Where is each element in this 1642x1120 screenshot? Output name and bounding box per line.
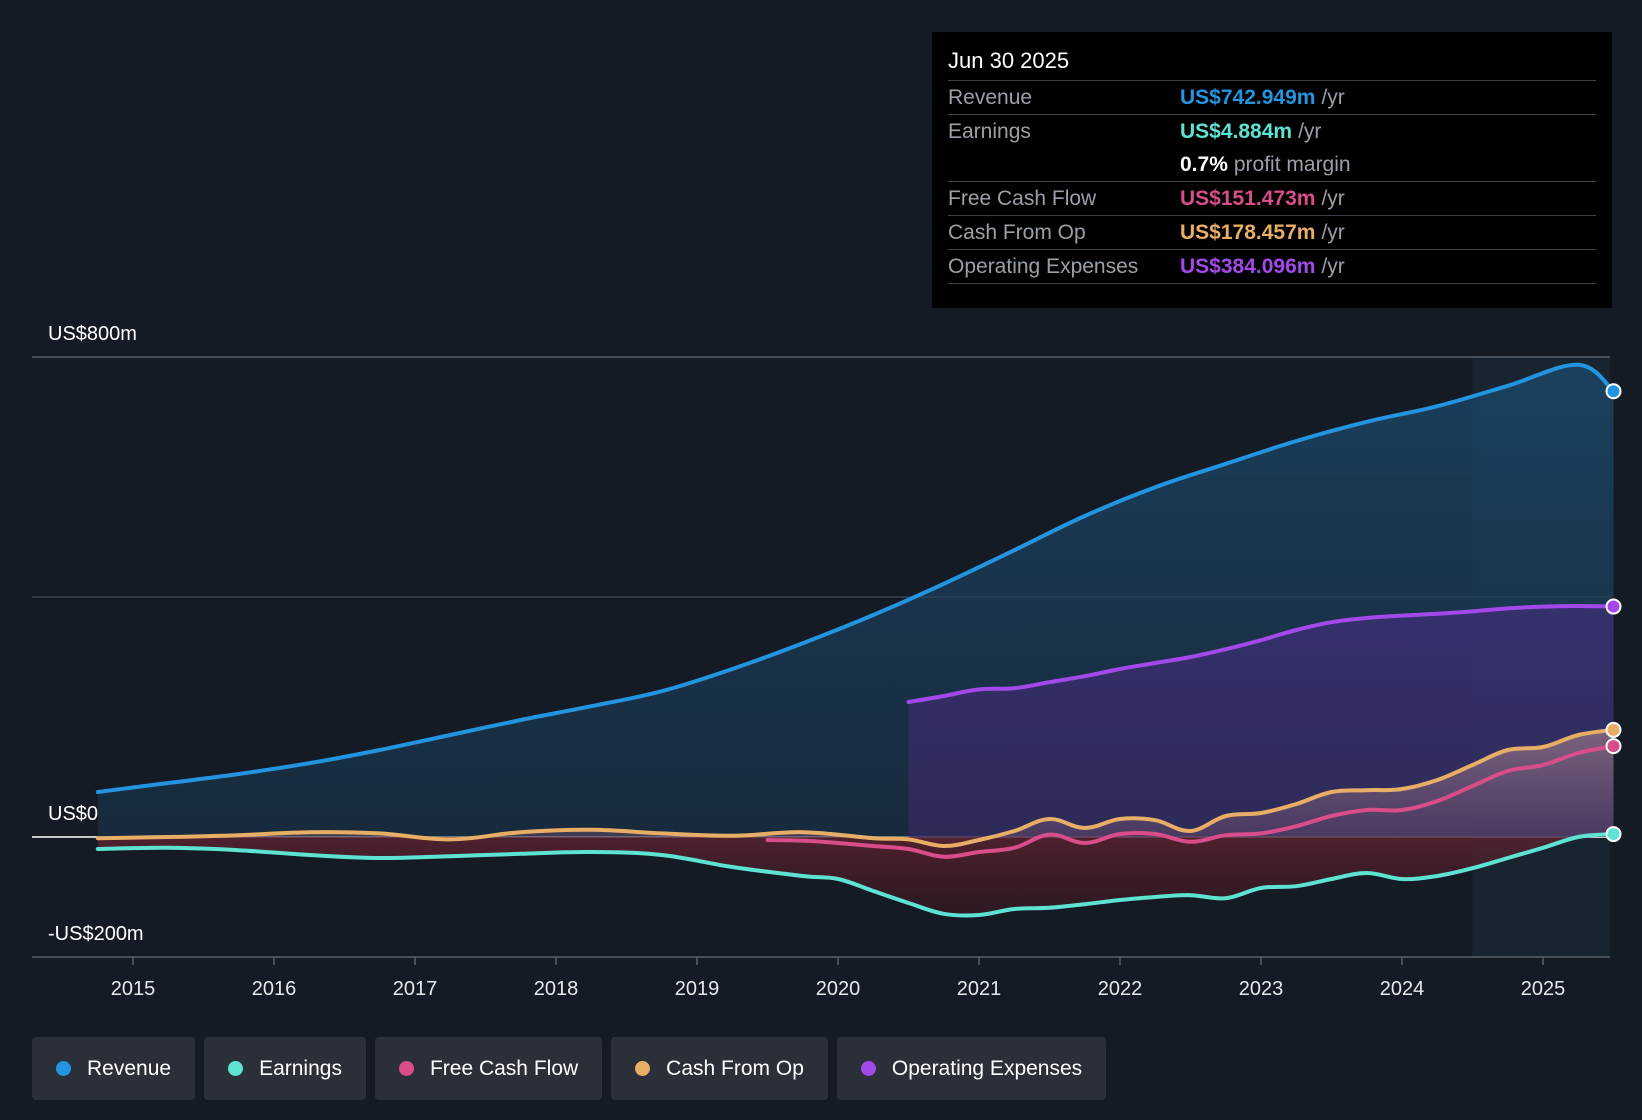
tooltip-row: Revenue US$742.949m/yr [948, 81, 1596, 115]
legend-label: Cash From Op [666, 1056, 804, 1080]
x-axis-label: 2024 [1380, 978, 1425, 1000]
tooltip-row: Earnings US$4.884m/yr [948, 115, 1596, 148]
tooltip-row-unit: /yr [1298, 120, 1322, 143]
series-line-free-cash-flow [765, 744, 1616, 859]
tooltip-row-label: Revenue [948, 86, 1033, 109]
tooltip-row-value: US$4.884m [1180, 120, 1293, 143]
tooltip-row-label: Free Cash Flow [948, 187, 1097, 210]
tooltip-row-unit: /yr [1321, 255, 1345, 278]
legend-item-free-cash-flow[interactable]: Free Cash Flow [374, 1037, 603, 1100]
y-axis-label: US$0 [48, 803, 98, 825]
end-marker-earnings [1605, 826, 1622, 843]
tooltip-row: 0.7% profit margin [948, 148, 1596, 182]
series-line-earnings [95, 832, 1616, 918]
legend: Revenue Earnings Free Cash Flow Cash From O… [32, 1037, 1107, 1100]
y-axis-label: US$800m [48, 323, 137, 345]
legend-item-earnings[interactable]: Earnings [204, 1037, 366, 1100]
area-cash-from-op [97, 729, 1614, 847]
tooltip-row-unit: profit margin [1233, 153, 1351, 176]
legend-label: Operating Expenses [891, 1056, 1083, 1080]
legend-label: Revenue [87, 1056, 172, 1080]
tooltip-row: Free Cash Flow US$151.473m/yr [948, 182, 1596, 216]
end-marker-revenue [1605, 383, 1622, 400]
legend-dot-icon [860, 1061, 876, 1076]
legend-item-operating-expenses[interactable]: Operating Expenses [836, 1037, 1107, 1100]
series-line-revenue [95, 362, 1616, 794]
tooltip-row-unit: /yr [1321, 86, 1345, 109]
series-line-cash-from-op [95, 727, 1616, 849]
legend-dot-icon [56, 1061, 71, 1076]
tooltip-date: Jun 30 2025 [948, 46, 1596, 81]
tooltip-row-value: US$384.096m [1180, 255, 1316, 278]
legend-label: Free Cash Flow [429, 1056, 579, 1080]
x-axis-label: 2019 [675, 978, 720, 1000]
legend-dot-icon [398, 1061, 414, 1076]
tooltip-row-value: US$742.949m [1180, 86, 1316, 109]
tooltip-row-unit: /yr [1321, 221, 1345, 244]
legend-dot-icon [635, 1061, 651, 1076]
y-axis-labels: US$800m US$0 -US$200m [48, 323, 144, 945]
end-marker-operating-expenses [1605, 598, 1622, 615]
tooltip-row-value: US$178.457m [1180, 221, 1316, 244]
x-axis-label: 2015 [111, 978, 156, 1000]
tooltip-row-label [948, 148, 1180, 181]
legend-dot-icon [228, 1061, 244, 1076]
legend-label: Earnings [259, 1056, 342, 1080]
legend-item-cash-from-op[interactable]: Cash From Op [611, 1037, 828, 1100]
tooltip: Jun 30 2025 Revenue US$742.949m/yr Earning… [932, 32, 1612, 308]
x-axis-label: 2020 [816, 978, 861, 1000]
tooltip-row-unit: /yr [1321, 187, 1345, 210]
x-axis-label: 2022 [1098, 978, 1143, 1000]
x-axis-labels: 2015 2016 2017 2018 2019 2020 2021 2022 2023 2024… [111, 957, 1566, 1000]
end-marker-cash-from-op [1605, 721, 1622, 738]
x-axis-label: 2023 [1239, 978, 1284, 1000]
tooltip-row: Operating Expenses US$384.096m/yr [948, 250, 1596, 284]
x-axis-label: 2025 [1521, 978, 1566, 1000]
legend-item-revenue[interactable]: Revenue [32, 1037, 196, 1100]
x-axis-label: 2017 [393, 978, 438, 1000]
tooltip-row-value: 0.7% [1180, 153, 1228, 176]
tooltip-row-label: Cash From Op [948, 221, 1086, 244]
x-axis-label: 2018 [534, 978, 579, 1000]
series-lines [95, 362, 1616, 918]
tooltip-row-label: Earnings [948, 120, 1031, 143]
series-line-operating-expenses [906, 604, 1616, 704]
end-marker-free-cash-flow [1605, 738, 1622, 755]
tooltip-row: Cash From Op US$178.457m/yr [948, 216, 1596, 250]
tooltip-row-value: US$151.473m [1180, 187, 1316, 210]
series-end-markers [1605, 383, 1622, 843]
tooltip-row-label: Operating Expenses [948, 255, 1139, 278]
y-axis-label: -US$200m [48, 923, 144, 945]
x-axis-label: 2021 [957, 978, 1002, 1000]
x-axis-label: 2016 [252, 978, 297, 1000]
